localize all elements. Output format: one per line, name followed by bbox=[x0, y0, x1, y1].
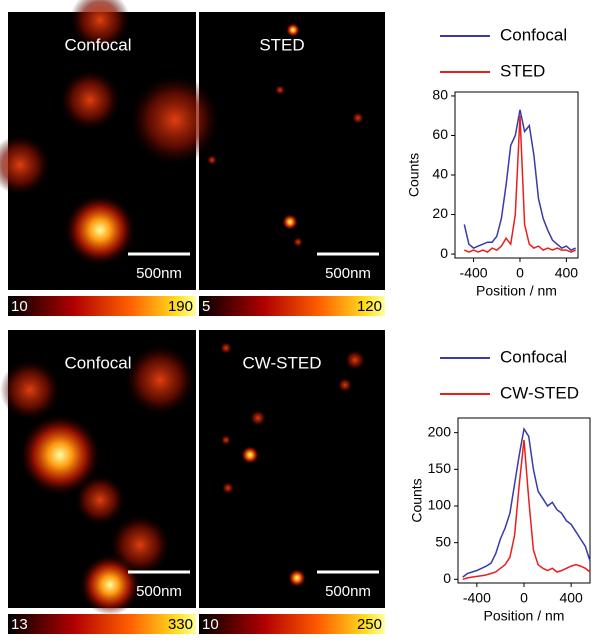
colorbar-min: 10 bbox=[202, 616, 219, 633]
x-axis-label: Position / nm bbox=[476, 283, 557, 299]
line-series bbox=[463, 109, 576, 251]
colorbar-min: 13 bbox=[11, 616, 28, 633]
y-tick-label: 200 bbox=[428, 423, 452, 439]
x-tick-label: -400 bbox=[460, 265, 488, 281]
x-tick-label: 0 bbox=[516, 265, 524, 281]
colorbar bbox=[199, 614, 385, 634]
y-tick-label: 20 bbox=[432, 205, 448, 221]
y-tick-label: 80 bbox=[432, 87, 448, 103]
y-tick-label: 40 bbox=[432, 166, 448, 182]
scale-label: 500nm bbox=[136, 583, 182, 600]
y-tick-label: 0 bbox=[443, 570, 451, 586]
colorbar-min: 5 bbox=[202, 298, 210, 315]
x-tick-label: 400 bbox=[555, 265, 579, 281]
colorbar-min: 10 bbox=[11, 298, 28, 315]
legend-label: Confocal bbox=[500, 25, 567, 44]
x-tick-label: 0 bbox=[520, 590, 528, 606]
x-tick-label: -400 bbox=[463, 590, 491, 606]
legend-label: CW-STED bbox=[500, 383, 579, 402]
colorbar-max: 190 bbox=[168, 298, 193, 315]
x-axis-label: Position / nm bbox=[484, 608, 565, 624]
legend-label: STED bbox=[500, 61, 545, 80]
panel-label: Confocal bbox=[64, 353, 131, 372]
scale-label: 500nm bbox=[136, 265, 182, 282]
y-tick-label: 60 bbox=[432, 126, 448, 142]
colorbar bbox=[199, 296, 385, 316]
panel-label: Confocal bbox=[64, 35, 131, 54]
image-blobs bbox=[0, 0, 385, 615]
y-axis-label: Counts bbox=[406, 153, 422, 197]
panel-label: STED bbox=[259, 35, 304, 54]
scale-label: 500nm bbox=[325, 265, 371, 282]
line-series bbox=[464, 115, 576, 253]
colorbar bbox=[8, 614, 196, 634]
y-tick-label: 0 bbox=[440, 245, 448, 261]
y-axis-label: Counts bbox=[409, 478, 425, 522]
panel-label: CW-STED bbox=[242, 353, 321, 372]
y-tick-label: 150 bbox=[428, 460, 452, 476]
line-series bbox=[462, 439, 591, 581]
y-tick-label: 50 bbox=[435, 533, 451, 549]
colorbar-max: 120 bbox=[357, 298, 382, 315]
legend-label: Confocal bbox=[500, 347, 567, 366]
y-tick-label: 100 bbox=[428, 497, 452, 513]
colorbar-max: 330 bbox=[168, 616, 193, 633]
scale-label: 500nm bbox=[325, 583, 371, 600]
colorbar bbox=[8, 296, 196, 316]
x-tick-label: 400 bbox=[559, 590, 583, 606]
line-series bbox=[462, 426, 591, 578]
colorbar-max: 250 bbox=[357, 616, 382, 633]
